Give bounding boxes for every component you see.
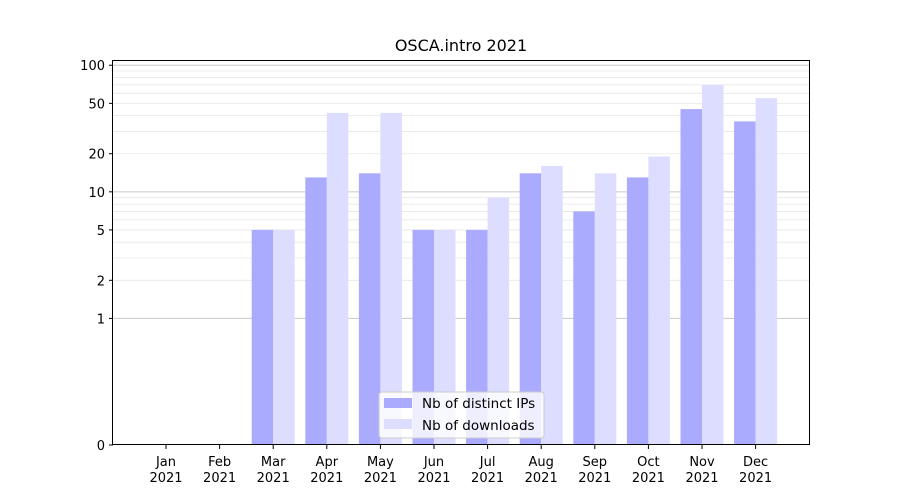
x-tick-label: Jul 2021 [471, 455, 504, 486]
y-tick-label: 10 [88, 186, 105, 201]
y-tick-label: 20 [88, 148, 105, 163]
bars-layer [251, 84, 778, 446]
bar-distinct-ips [358, 173, 381, 446]
x-tick-label: Aug 2021 [525, 455, 558, 486]
bar-downloads [594, 173, 617, 446]
bar-distinct-ips [573, 211, 595, 445]
bar-downloads [755, 98, 778, 445]
x-tick-label: Jun 2021 [417, 455, 450, 486]
bar-downloads [273, 229, 295, 445]
bar-distinct-ips [680, 109, 702, 445]
y-axis: 0 1 2 5 10 20 50 100 [80, 59, 113, 454]
plot-frame [112, 60, 810, 445]
legend-label-downloads: Nb of downloads [422, 418, 535, 434]
y-tick-label: 100 [80, 59, 105, 74]
y-tick-label: 50 [88, 97, 105, 112]
legend-swatch-ips [384, 398, 412, 408]
legend: Nb of distinct IPs Nb of downloads [378, 391, 545, 439]
x-tick-label: Nov 2021 [685, 455, 718, 486]
bar-distinct-ips [305, 177, 327, 445]
bar-downloads [487, 197, 510, 445]
bar-downloads [702, 84, 724, 446]
bar-downloads [541, 166, 563, 445]
legend-label-ips: Nb of distinct IPs [422, 396, 535, 412]
x-axis: Jan 2021 Feb 2021 Mar 2021 Apr 2021 May 2021 Jun 20… [149, 445, 772, 486]
bar-downloads [326, 112, 349, 446]
bar-distinct-ips [251, 229, 274, 445]
y-tick-label: 0 [97, 439, 105, 454]
chart-title: OSCA.intro 2021 [395, 36, 527, 55]
bar-distinct-ips [734, 121, 756, 446]
x-tick-label: Jan 2021 [149, 455, 182, 486]
x-tick-label: Feb 2021 [203, 455, 236, 486]
y-tick-label: 1 [97, 312, 105, 327]
bar-distinct-ips [466, 229, 488, 445]
x-tick-label: Mar 2021 [257, 455, 290, 486]
legend-box [378, 391, 545, 439]
bar-distinct-ips [519, 173, 542, 446]
grid-layer [113, 64, 809, 319]
y-tick-label: 2 [97, 274, 105, 289]
bar-downloads [648, 156, 670, 445]
x-tick-label: Oct 2021 [632, 455, 665, 486]
bar-distinct-ips [626, 177, 649, 445]
x-tick-label: May 2021 [364, 455, 397, 486]
x-tick-label: Dec 2021 [739, 455, 772, 486]
bar-downloads [434, 229, 456, 445]
bar-downloads [380, 112, 402, 446]
legend-swatch-downloads [384, 419, 412, 429]
x-tick-label: Apr 2021 [310, 455, 343, 486]
x-tick-label: Sep 2021 [578, 455, 611, 486]
bar-distinct-ips [412, 229, 434, 445]
y-tick-label: 5 [97, 224, 105, 239]
